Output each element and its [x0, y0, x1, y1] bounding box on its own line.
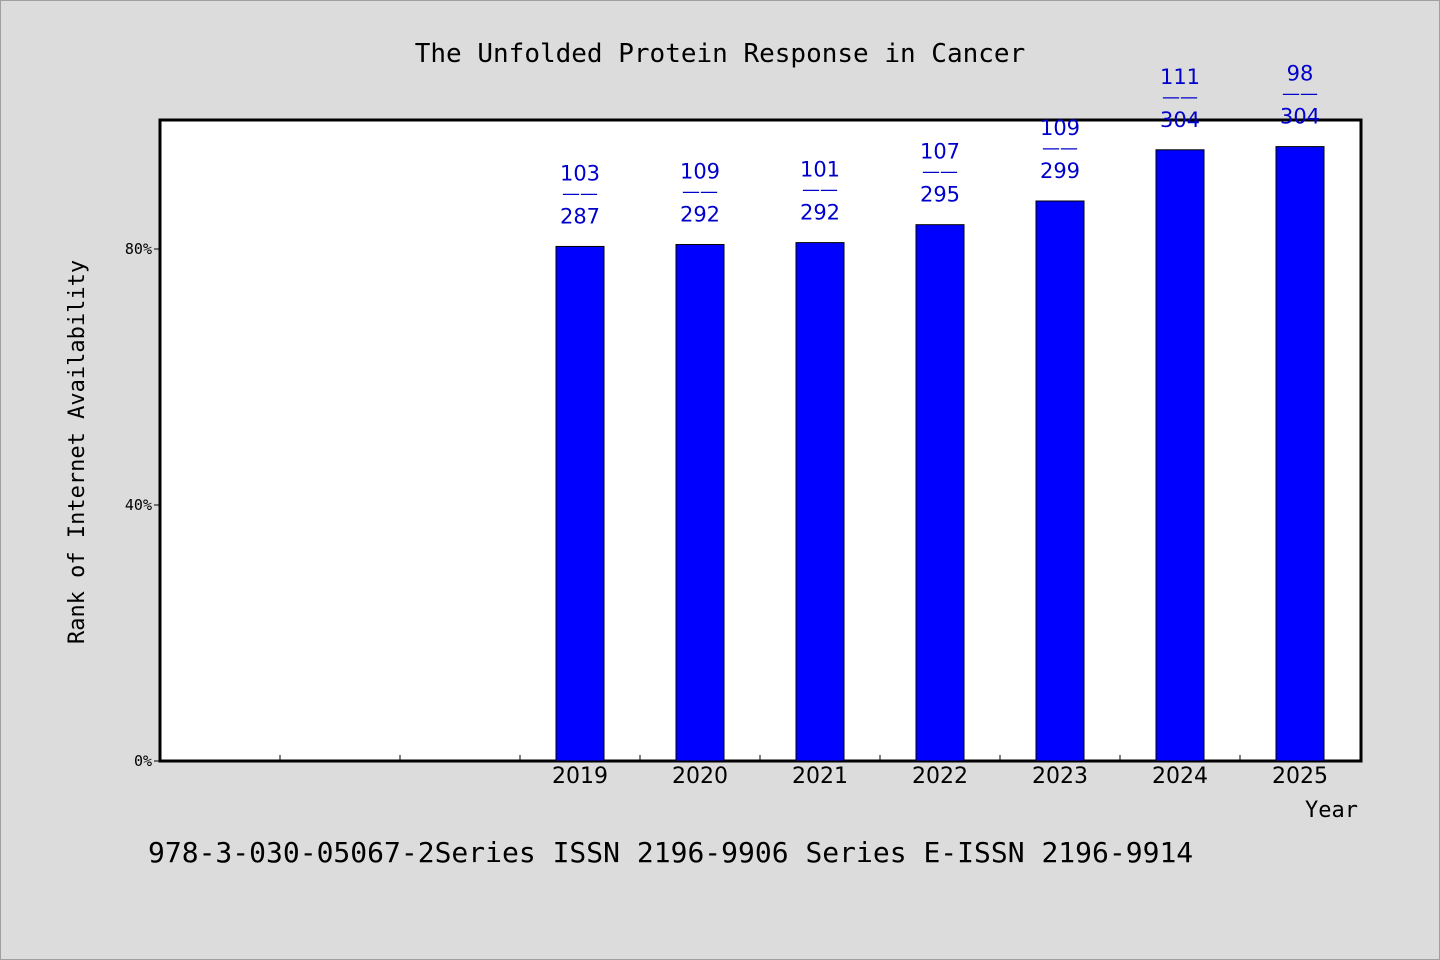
data-label-bottom: 295 — [920, 183, 960, 207]
data-label-top: 107 — [920, 140, 960, 164]
bar-series — [555, 146, 1325, 762]
data-label-bottom: 304 — [1160, 108, 1200, 132]
bar-2021 — [795, 242, 845, 762]
x-tick-label: 2023 — [1032, 764, 1088, 789]
footer-isbn: 978-3-030-05067-2Series ISSN 2196-9906 S… — [148, 836, 1193, 869]
data-label-separator: —— — [1282, 84, 1318, 105]
x-tick-label: 2022 — [912, 764, 968, 789]
data-label-top: 111 — [1160, 65, 1200, 89]
x-tick-label: 2020 — [672, 764, 728, 789]
data-label-separator: —— — [1162, 87, 1198, 108]
x-axis: 2019 2020 2021 2022 2023 2024 2025 — [279, 755, 1361, 789]
chart-title: The Unfolded Protein Response in Cancer — [415, 39, 1025, 69]
data-label-bottom: 292 — [800, 201, 840, 225]
bar-2024 — [1155, 149, 1205, 762]
bar-2019 — [555, 245, 605, 762]
data-label-separator: —— — [1042, 138, 1078, 159]
x-axis-label: Year — [1305, 798, 1358, 823]
bar-2022 — [915, 224, 965, 762]
y-tick-label: 40% — [125, 496, 152, 514]
x-tick-label: 2025 — [1272, 764, 1328, 789]
bar-2025 — [1275, 146, 1325, 762]
data-label-top: 98 — [1287, 62, 1314, 86]
x-tick-label: 2024 — [1152, 764, 1208, 789]
x-tick-label: 2021 — [792, 764, 848, 789]
data-label-top: 101 — [800, 158, 840, 182]
data-label-separator: —— — [562, 183, 598, 204]
data-label-bottom: 292 — [680, 203, 720, 227]
y-axis: 0% 40% 80% — [125, 240, 160, 770]
y-tick-label: 0% — [134, 752, 152, 770]
data-labels: 103——287109——292101——292107——295109——299… — [560, 62, 1320, 229]
data-label-separator: —— — [682, 182, 718, 203]
bar-2023 — [1035, 200, 1085, 762]
y-tick-label: 80% — [125, 240, 152, 258]
bar-2020 — [675, 244, 725, 762]
x-tick-label: 2019 — [552, 764, 608, 789]
data-label-bottom: 287 — [560, 204, 600, 228]
data-label-top: 103 — [560, 161, 600, 185]
data-label-separator: —— — [802, 180, 838, 201]
data-label-top: 109 — [680, 160, 720, 184]
data-label-bottom: 304 — [1280, 105, 1320, 129]
y-axis-label: Rank of Internet Availability — [65, 260, 90, 644]
data-label-separator: —— — [922, 162, 958, 183]
data-label-top: 109 — [1040, 116, 1080, 140]
data-label-bottom: 299 — [1040, 159, 1080, 183]
